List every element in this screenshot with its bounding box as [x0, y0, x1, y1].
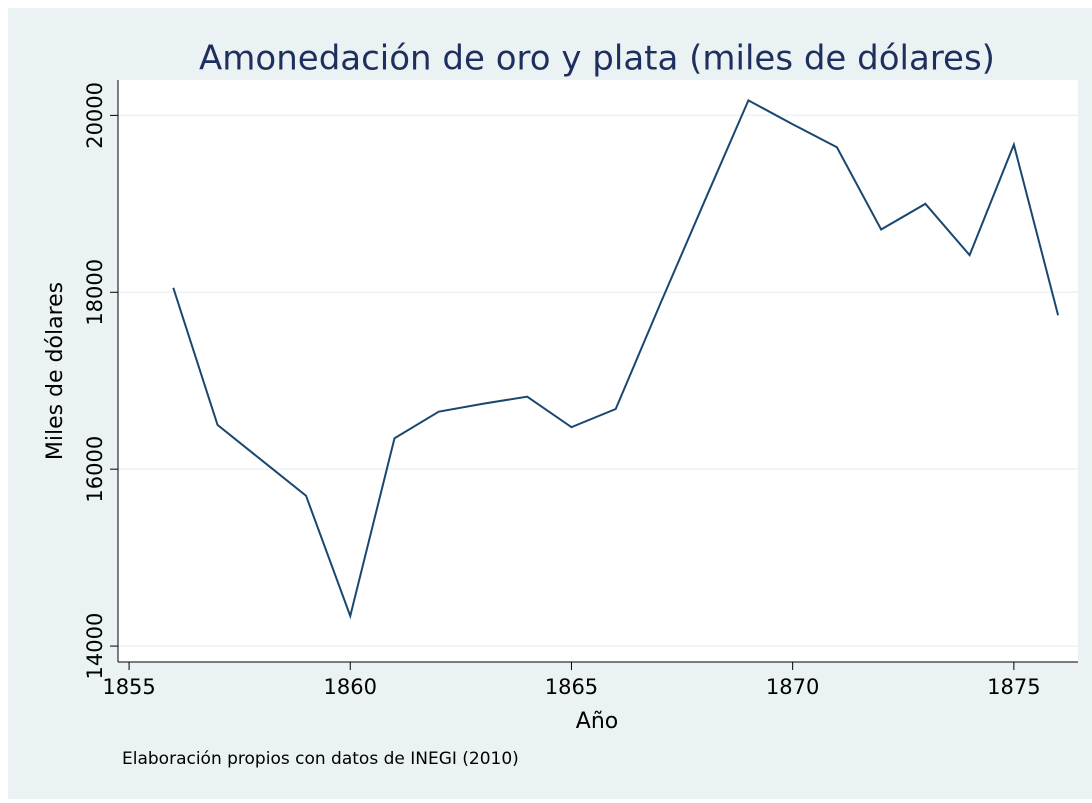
x-tick-label: 1875	[987, 675, 1040, 699]
plot-layer: 14000 16000 18000 20000 1855 1860 1865 1870 1875	[83, 80, 1078, 699]
y-tick-label: 16000	[83, 436, 107, 503]
x-tick-label: 1865	[545, 675, 598, 699]
y-tick-label: 14000	[83, 613, 107, 680]
note: Elaboración propios con datos de INEGI (…	[122, 749, 519, 769]
x-axis-label: Año	[576, 709, 618, 734]
x-tick-label: 1860	[324, 675, 377, 699]
y-axis-label: Miles de dólares	[43, 282, 68, 460]
x-tick-label: 1855	[102, 675, 155, 699]
x-tick-label: 1870	[766, 675, 819, 699]
plot-region	[118, 80, 1078, 662]
chart-title: Amonedación de oro y plata (miles de dól…	[199, 39, 995, 79]
y-tick-label: 18000	[83, 259, 107, 326]
y-tick-label: 20000	[83, 82, 107, 149]
line-series	[172, 98, 1060, 620]
